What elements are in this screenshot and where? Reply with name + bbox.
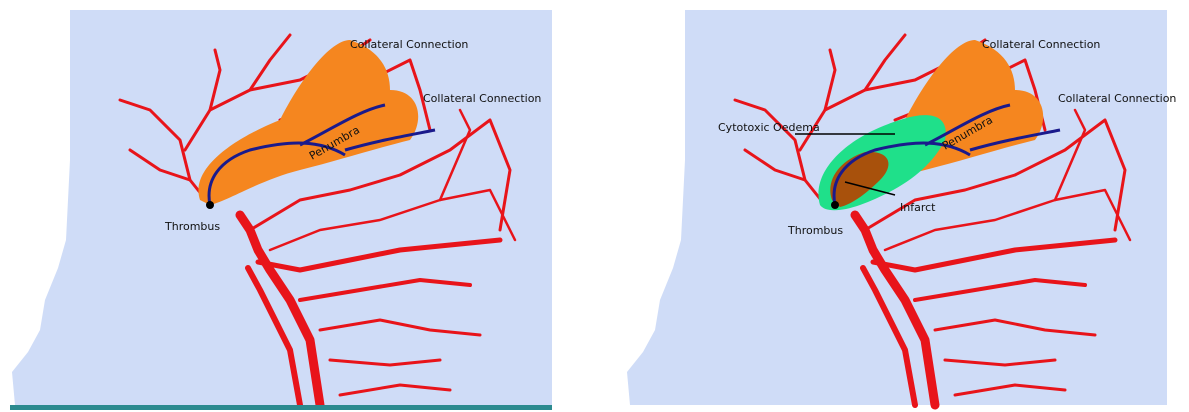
- head-illustration: [12, 10, 552, 405]
- page: Collateral Connection Collateral Connect…: [0, 0, 1189, 412]
- thrombus-dot: [831, 201, 839, 209]
- thrombus-dot: [206, 201, 214, 209]
- label: Collateral Connection: [350, 38, 468, 51]
- label: Thrombus: [164, 220, 220, 233]
- diagram: Collateral Connection Collateral Connect…: [0, 0, 1189, 412]
- label: Thrombus: [787, 224, 843, 237]
- label: Collateral Connection: [1058, 92, 1176, 105]
- label: Collateral Connection: [982, 38, 1100, 51]
- label: Infarct: [900, 201, 936, 214]
- label: Collateral Connection: [423, 92, 541, 105]
- label: Cytotoxic Oedema: [718, 121, 820, 134]
- head-illustration: [627, 10, 1167, 405]
- bottom-bar: [10, 405, 552, 410]
